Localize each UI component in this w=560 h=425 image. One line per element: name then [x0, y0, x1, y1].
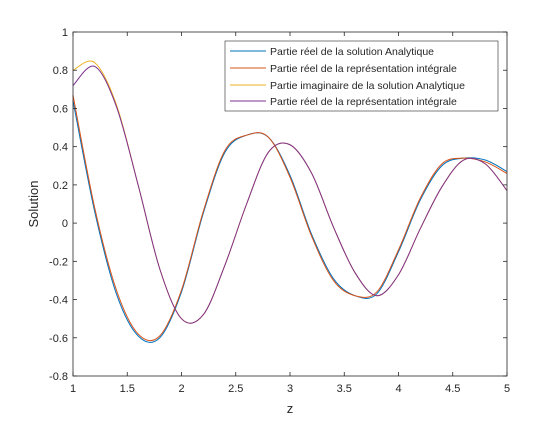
y-tick-label: 0.4 — [53, 142, 68, 154]
y-axis-label: Solution — [26, 181, 41, 228]
x-tick-label: 4 — [395, 383, 401, 395]
x-tick-label: 3.5 — [337, 383, 352, 395]
legend-label-3: Partie imaginaire de la solution Analyti… — [270, 80, 465, 92]
legend-label-1: Partie réel de la solution Analytique — [270, 46, 434, 58]
y-tick-label: 0.8 — [53, 65, 68, 77]
series-line-2 — [72, 94, 508, 342]
legend-entry-2: Partie réel de la représentation intégra… — [230, 63, 457, 75]
y-tick-label: 0.2 — [53, 180, 68, 192]
y-tick-label: -0.8 — [49, 371, 68, 383]
legend-label-4: Partie réel de la représentation intégra… — [270, 96, 457, 108]
x-tick-label: 1.5 — [120, 383, 135, 395]
x-tick-label: 2.5 — [228, 383, 243, 395]
x-tick-label: 3 — [287, 383, 293, 395]
x-tick-label: 2 — [178, 383, 184, 395]
legend-entry-3: Partie imaginaire de la solution Analyti… — [230, 80, 465, 92]
y-tick-label: -0.4 — [49, 295, 68, 307]
legend-label-2: Partie réel de la représentation intégra… — [270, 63, 457, 75]
y-tick-label: 0.6 — [53, 103, 68, 115]
series-layer — [72, 60, 508, 343]
y-tick-label: 1 — [62, 27, 68, 39]
x-tick-label: 5 — [504, 383, 510, 395]
x-axis-label: z — [287, 401, 294, 416]
legend-entry-4: Partie réel de la représentation intégra… — [230, 96, 457, 108]
y-tick-label: 0 — [62, 218, 68, 230]
legend-entry-1: Partie réel de la solution Analytique — [230, 46, 434, 58]
y-tick-label: -0.2 — [49, 256, 68, 268]
x-tick-label: 1 — [70, 383, 76, 395]
legend: Partie réel de la solution Analytique Pa… — [224, 40, 499, 112]
tick-layer: 1 1.5 2 2.5 3 3.5 4 4.5 5 -0.8 -0.6 -0.4 -0.2 0 0.2 0.4… — [49, 27, 510, 395]
x-tick-label: 4.5 — [445, 383, 460, 395]
legend-box — [224, 40, 499, 112]
y-tick-label: -0.6 — [49, 333, 68, 345]
series-line-4 — [72, 65, 508, 324]
series-line-1 — [72, 100, 508, 343]
